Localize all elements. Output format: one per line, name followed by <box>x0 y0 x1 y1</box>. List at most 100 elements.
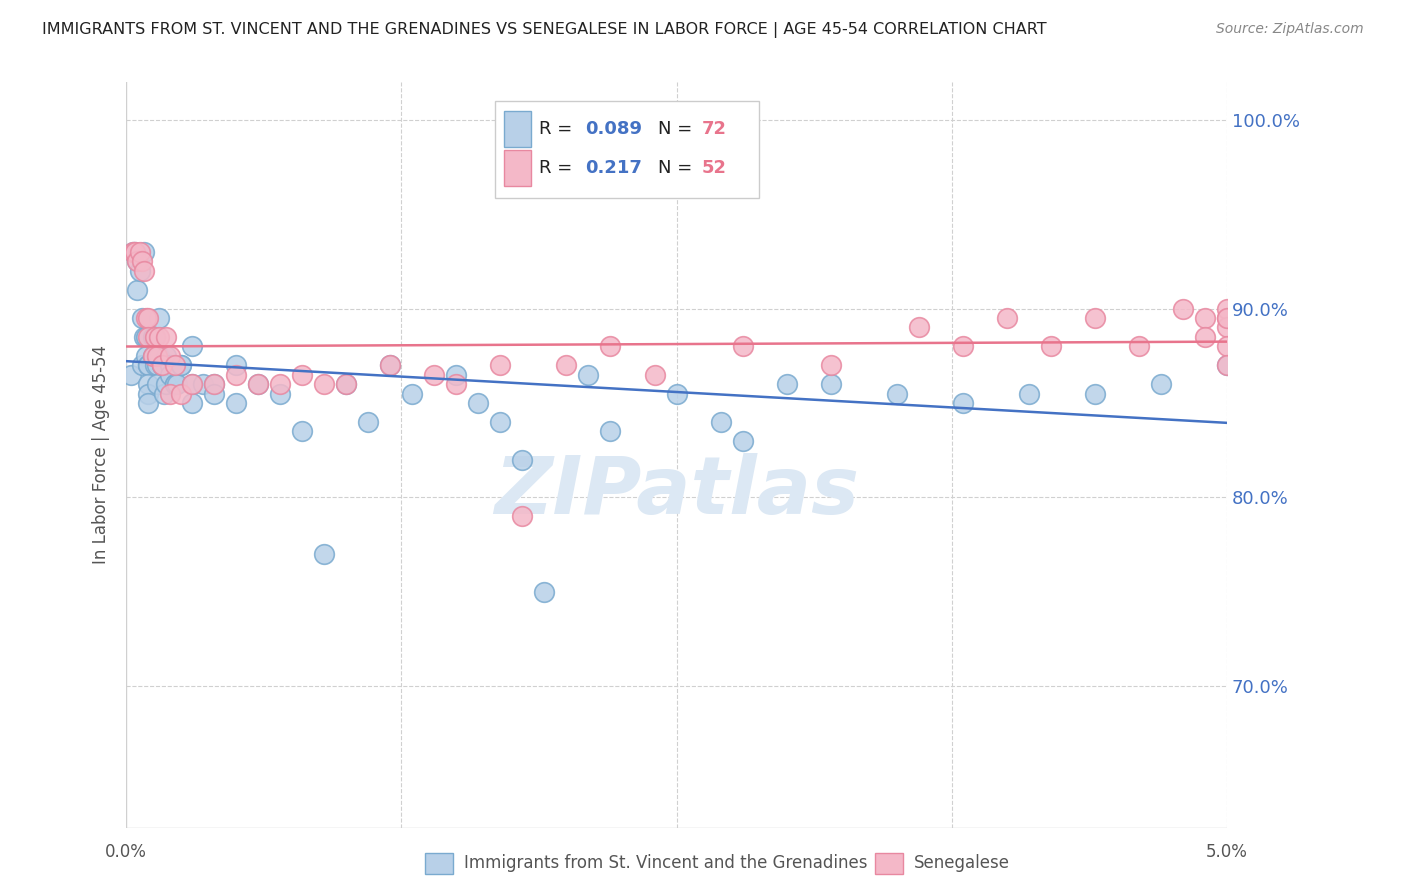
Text: N =: N = <box>658 159 697 177</box>
Point <box>1150 377 1173 392</box>
Point <box>122 244 145 259</box>
Point <box>775 377 797 392</box>
Point <box>135 310 157 325</box>
Point <box>136 377 159 392</box>
Point <box>148 310 170 325</box>
Point <box>124 244 146 259</box>
Point <box>644 368 666 382</box>
Point <box>467 396 489 410</box>
Point <box>170 358 193 372</box>
Point <box>202 386 225 401</box>
Point <box>446 377 468 392</box>
Text: Immigrants from St. Vincent and the Grenadines: Immigrants from St. Vincent and the Gren… <box>464 855 868 872</box>
Point <box>269 386 291 401</box>
Point <box>1171 301 1194 316</box>
Point <box>423 368 446 382</box>
Point <box>247 377 270 392</box>
Point <box>489 358 512 372</box>
Point <box>489 415 512 429</box>
Point <box>136 330 159 344</box>
Point <box>1216 320 1239 334</box>
Point <box>159 358 181 372</box>
Point <box>1128 339 1150 353</box>
Point <box>155 349 177 363</box>
Point <box>731 339 754 353</box>
Point <box>512 452 534 467</box>
Point <box>124 244 146 259</box>
Text: IMMIGRANTS FROM ST. VINCENT AND THE GRENADINES VS SENEGALESE IN LABOR FORCE | AG: IMMIGRANTS FROM ST. VINCENT AND THE GREN… <box>42 22 1047 38</box>
Point <box>135 349 157 363</box>
Point <box>127 283 149 297</box>
Point <box>142 349 165 363</box>
Point <box>132 244 155 259</box>
Point <box>225 368 247 382</box>
Point <box>150 358 173 372</box>
Point <box>1039 339 1062 353</box>
Text: 0.089: 0.089 <box>585 120 643 138</box>
Text: Senegalese: Senegalese <box>914 855 1010 872</box>
Text: 0.217: 0.217 <box>585 159 643 177</box>
Text: N =: N = <box>658 120 697 138</box>
Point <box>225 358 247 372</box>
Point <box>132 330 155 344</box>
Point <box>599 339 621 353</box>
Point <box>665 386 688 401</box>
Point <box>128 244 150 259</box>
Point <box>1084 386 1107 401</box>
Point <box>163 358 186 372</box>
Point <box>193 377 215 392</box>
Point <box>136 358 159 372</box>
Point <box>1216 358 1239 372</box>
Point <box>159 349 181 363</box>
Point <box>1216 339 1239 353</box>
Point <box>131 310 153 325</box>
Point <box>146 349 169 363</box>
Point <box>1084 310 1107 325</box>
Point <box>181 377 204 392</box>
Text: 5.0%: 5.0% <box>1206 843 1247 861</box>
Text: 52: 52 <box>702 159 727 177</box>
Point <box>120 368 142 382</box>
Point <box>136 358 159 372</box>
Point <box>555 358 578 372</box>
Point <box>127 254 149 268</box>
Point <box>225 396 247 410</box>
Point <box>122 244 145 259</box>
FancyBboxPatch shape <box>495 101 759 197</box>
Point <box>163 377 186 392</box>
Point <box>446 368 468 382</box>
FancyBboxPatch shape <box>503 150 531 186</box>
Point <box>148 349 170 363</box>
Point <box>820 377 842 392</box>
Point <box>291 425 314 439</box>
Point <box>314 547 336 561</box>
Point <box>202 377 225 392</box>
Point <box>1216 358 1239 372</box>
Point <box>1216 301 1239 316</box>
Point <box>731 434 754 448</box>
Point <box>820 358 842 372</box>
Text: ZIPatlas: ZIPatlas <box>494 453 859 532</box>
Point <box>155 330 177 344</box>
Point <box>148 330 170 344</box>
Point <box>159 368 181 382</box>
Point <box>150 358 173 372</box>
Point <box>181 377 204 392</box>
Point <box>314 377 336 392</box>
Point <box>269 377 291 392</box>
Point <box>886 386 908 401</box>
Point <box>136 386 159 401</box>
Point <box>512 509 534 524</box>
Point <box>995 310 1018 325</box>
Point <box>181 339 204 353</box>
Point <box>709 415 731 429</box>
Point <box>401 386 423 401</box>
Point <box>202 377 225 392</box>
Point <box>380 358 402 372</box>
Point <box>533 585 555 599</box>
Point <box>1018 386 1040 401</box>
Point <box>1216 310 1239 325</box>
Point <box>907 320 929 334</box>
Point <box>380 358 402 372</box>
Text: R =: R = <box>538 120 578 138</box>
